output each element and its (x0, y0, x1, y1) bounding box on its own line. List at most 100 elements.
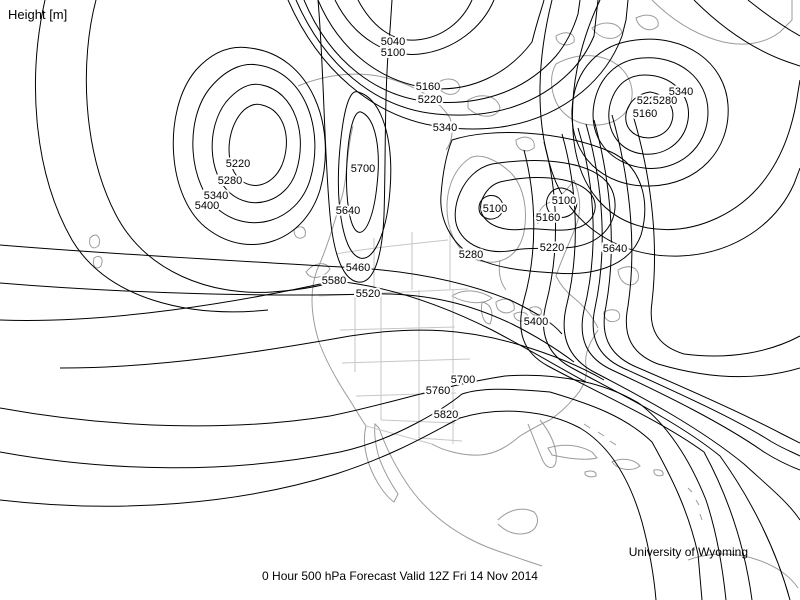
devon-island (555, 32, 575, 46)
contour-line (0, 282, 575, 363)
contour-line (592, 57, 709, 169)
contour-line (172, 46, 326, 245)
contour-label: 5640 (336, 205, 360, 217)
contour-line (520, 149, 753, 600)
contour-line (561, 133, 800, 521)
banks-island (435, 78, 461, 95)
contour-label: 5220 (418, 94, 442, 106)
contour-line (317, 0, 393, 283)
contour-line (0, 244, 563, 335)
contour-line (478, 195, 504, 220)
state-border (354, 290, 454, 444)
offshore-island (89, 234, 100, 249)
contour-label: 5340 (204, 190, 228, 202)
contour-line (571, 38, 729, 187)
contour-label: 5160 (416, 81, 440, 93)
contour-label: 5340 (433, 122, 457, 134)
coastline-atlantic (431, 329, 599, 456)
southampton-island (515, 136, 535, 152)
map-caption: 0 Hour 500 hPa Forecast Valid 12Z Fri 14… (262, 569, 538, 583)
arctic-island (635, 14, 659, 31)
lake-superior (451, 290, 493, 304)
haida-gwaii (293, 226, 306, 239)
contour-line (747, 0, 800, 37)
offshore-island (93, 255, 103, 269)
contour-line (539, 0, 800, 257)
contour-label: 5520 (356, 288, 380, 300)
contour-label: 5160 (536, 212, 560, 224)
contour-line (35, 0, 269, 313)
victoria-island (467, 95, 501, 117)
contour-line (0, 280, 587, 383)
greenland-coast (651, 0, 793, 45)
bahamas (583, 423, 617, 446)
nova-scotia (603, 309, 621, 323)
coastline-pacific (311, 125, 543, 567)
contour-line (571, 0, 800, 230)
contour-line (228, 103, 287, 186)
contour-label: 5400 (524, 316, 548, 328)
map-title: Height [m] (8, 7, 68, 22)
contour-line (0, 374, 727, 600)
contour-line (357, 0, 473, 41)
lake-erie (513, 311, 529, 322)
contour-line (611, 114, 800, 378)
province-border (335, 239, 449, 255)
hudson-bay (446, 155, 526, 263)
jamaica (584, 470, 597, 478)
contour-label: 5040 (381, 36, 405, 48)
contour-line (693, 0, 800, 67)
contour-line (577, 127, 800, 471)
yucatan (497, 508, 538, 535)
contour-line (585, 123, 800, 457)
lake-huron (495, 298, 515, 314)
province-border (373, 226, 451, 291)
contour-label: 5280 (653, 95, 677, 107)
contour-label: 5340 (669, 86, 693, 98)
contour-label: 5100 (483, 203, 507, 215)
contour-line (625, 91, 674, 139)
puerto-rico (653, 469, 664, 477)
contour-label: 5640 (603, 243, 627, 255)
contour-line (0, 388, 703, 600)
contour-line (317, 0, 545, 90)
map-credit: University of Wyoming (628, 545, 748, 559)
contour-line (303, 0, 581, 104)
contour-label: 5760 (426, 385, 450, 397)
contour-line (211, 83, 301, 204)
lake-ontario (529, 306, 542, 316)
contour-line (334, 0, 495, 55)
ellesmere-island (591, 22, 623, 39)
contour-line (546, 187, 578, 218)
contour-label: 5220 (226, 158, 250, 170)
contour-line (295, 0, 599, 116)
contour-line (593, 119, 800, 444)
contour-label: 5160 (633, 108, 657, 120)
contour-label: 5400 (195, 200, 219, 212)
cuba (547, 444, 598, 460)
newfoundland (617, 266, 639, 286)
contour-line (480, 177, 596, 231)
contour-labels-layer: 5040510051605220534052205280534054005700… (193, 34, 695, 423)
contour-line (59, 329, 605, 381)
mexico-border (365, 425, 433, 445)
lesser-antilles (687, 487, 703, 521)
contour-label: 5580 (322, 275, 346, 287)
contour-label: 5280 (218, 175, 242, 187)
contour-line (631, 111, 800, 357)
contour-line (0, 410, 657, 600)
contour-line (337, 91, 392, 259)
baffin-island (551, 55, 633, 126)
contour-label: 5100 (552, 195, 576, 207)
coastline-arctic-alaska (297, 73, 453, 151)
contour-line (454, 160, 616, 253)
contour-line (85, 0, 343, 293)
contour-label: 5280 (459, 249, 483, 261)
florida (527, 419, 557, 468)
contour-label: 5460 (346, 262, 370, 274)
contour-line (287, 0, 629, 130)
coastline-maritimes (555, 179, 599, 329)
